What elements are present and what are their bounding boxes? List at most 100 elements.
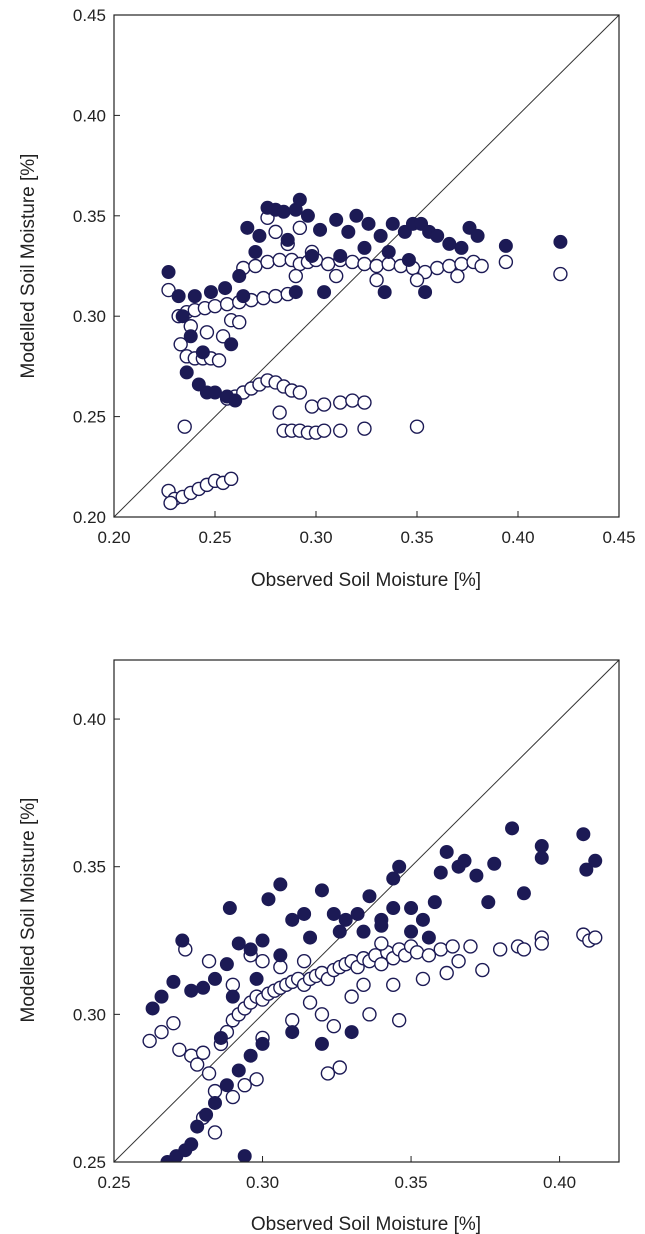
- filled-point: [317, 285, 332, 300]
- filled-point: [273, 948, 288, 963]
- open-point: [333, 395, 348, 410]
- filled-point: [313, 222, 328, 237]
- filled-point: [329, 212, 344, 227]
- x-axis-label: Observed Soil Moisture [%]: [251, 570, 481, 591]
- filled-point: [179, 365, 194, 380]
- filled-point: [187, 289, 202, 304]
- filled-point: [219, 1078, 234, 1093]
- open-point: [225, 977, 241, 993]
- filled-point: [285, 912, 300, 927]
- y-tick-label: 0.35: [73, 858, 106, 877]
- filled-point: [225, 989, 240, 1004]
- x-tick-label: 0.20: [97, 528, 130, 547]
- filled-point: [236, 289, 251, 304]
- filled-point: [576, 827, 591, 842]
- open-point: [409, 272, 425, 288]
- scatter-panel-top: 0.20 0.25 0.30 0.35 0.40 0.45 0.20 0.25 0.30 0.35…: [18, 6, 636, 591]
- filled-point: [175, 933, 190, 948]
- plot-frame: [113, 14, 620, 518]
- open-point: [173, 337, 188, 352]
- x-tick-label: 0.30: [246, 1173, 279, 1192]
- open-point: [498, 254, 514, 270]
- filled-point: [195, 345, 210, 360]
- open-point: [357, 256, 372, 272]
- filled-point: [222, 901, 237, 916]
- filled-point: [338, 912, 353, 927]
- open-point: [248, 258, 263, 274]
- filled-point: [439, 844, 454, 859]
- open-point: [256, 290, 271, 306]
- filled-point: [442, 236, 457, 251]
- filled-point: [433, 865, 448, 880]
- filled-point: [470, 228, 485, 243]
- open-point: [199, 325, 215, 340]
- filled-point: [579, 862, 594, 877]
- open-point: [304, 399, 320, 414]
- filled-point: [154, 989, 169, 1004]
- filled-point: [303, 930, 318, 945]
- open-point: [189, 1057, 205, 1072]
- open-point: [516, 942, 532, 957]
- filled-point: [356, 924, 371, 939]
- open-point: [207, 298, 223, 314]
- x-tick-label: 0.40: [501, 528, 534, 547]
- filled-point: [297, 906, 312, 921]
- filled-point: [469, 868, 484, 883]
- open-point: [172, 1042, 187, 1057]
- open-point: [415, 971, 431, 987]
- filled-point: [228, 393, 243, 408]
- filled-point: [171, 289, 186, 304]
- open-point: [345, 393, 360, 408]
- filled-point: [362, 889, 377, 904]
- filled-point: [273, 877, 288, 892]
- filled-point: [326, 906, 341, 921]
- open-point: [381, 256, 396, 272]
- filled-point: [292, 192, 307, 207]
- filled-point: [350, 906, 365, 921]
- plot-frame: [113, 659, 620, 1163]
- open-point: [356, 977, 371, 993]
- filled-point: [415, 912, 430, 927]
- open-point: [292, 385, 308, 400]
- open-point: [292, 220, 308, 236]
- filled-point: [404, 924, 419, 939]
- open-point: [374, 936, 389, 951]
- open-point: [316, 397, 332, 412]
- open-point: [225, 1089, 241, 1105]
- y-axis-label: Modelled Soil Moisture [%]: [18, 798, 39, 1023]
- open-point: [177, 419, 192, 434]
- open-point: [553, 266, 568, 282]
- open-point: [332, 1060, 347, 1075]
- filled-point: [184, 1137, 199, 1152]
- y-tick-label: 0.25: [73, 408, 106, 427]
- filled-point: [224, 337, 239, 352]
- filled-point: [203, 285, 218, 300]
- filled-point: [481, 895, 496, 910]
- y-tick-label: 0.30: [73, 307, 106, 326]
- filled-point: [430, 228, 445, 243]
- open-point: [166, 1016, 181, 1031]
- open-point: [345, 254, 360, 270]
- filled-point: [374, 918, 389, 933]
- open-point: [474, 258, 489, 274]
- filled-point: [418, 285, 433, 300]
- filled-point: [240, 220, 255, 235]
- open-point: [161, 282, 176, 298]
- open-point: [463, 939, 478, 954]
- filled-point: [349, 208, 364, 223]
- filled-point: [276, 204, 291, 219]
- open-point: [433, 942, 448, 957]
- open-point: [374, 956, 389, 972]
- filled-point: [255, 933, 270, 948]
- one-to-one-line: [114, 660, 619, 1162]
- x-tick-label: 0.40: [543, 1173, 576, 1192]
- filled-point: [208, 971, 222, 986]
- filled-point: [373, 228, 388, 243]
- open-point: [219, 296, 235, 312]
- filled-point: [392, 859, 407, 874]
- filled-point: [145, 1001, 160, 1016]
- filled-point: [553, 234, 568, 249]
- filled-point: [498, 238, 513, 253]
- filled-point: [457, 853, 472, 868]
- filled-point: [243, 1048, 258, 1063]
